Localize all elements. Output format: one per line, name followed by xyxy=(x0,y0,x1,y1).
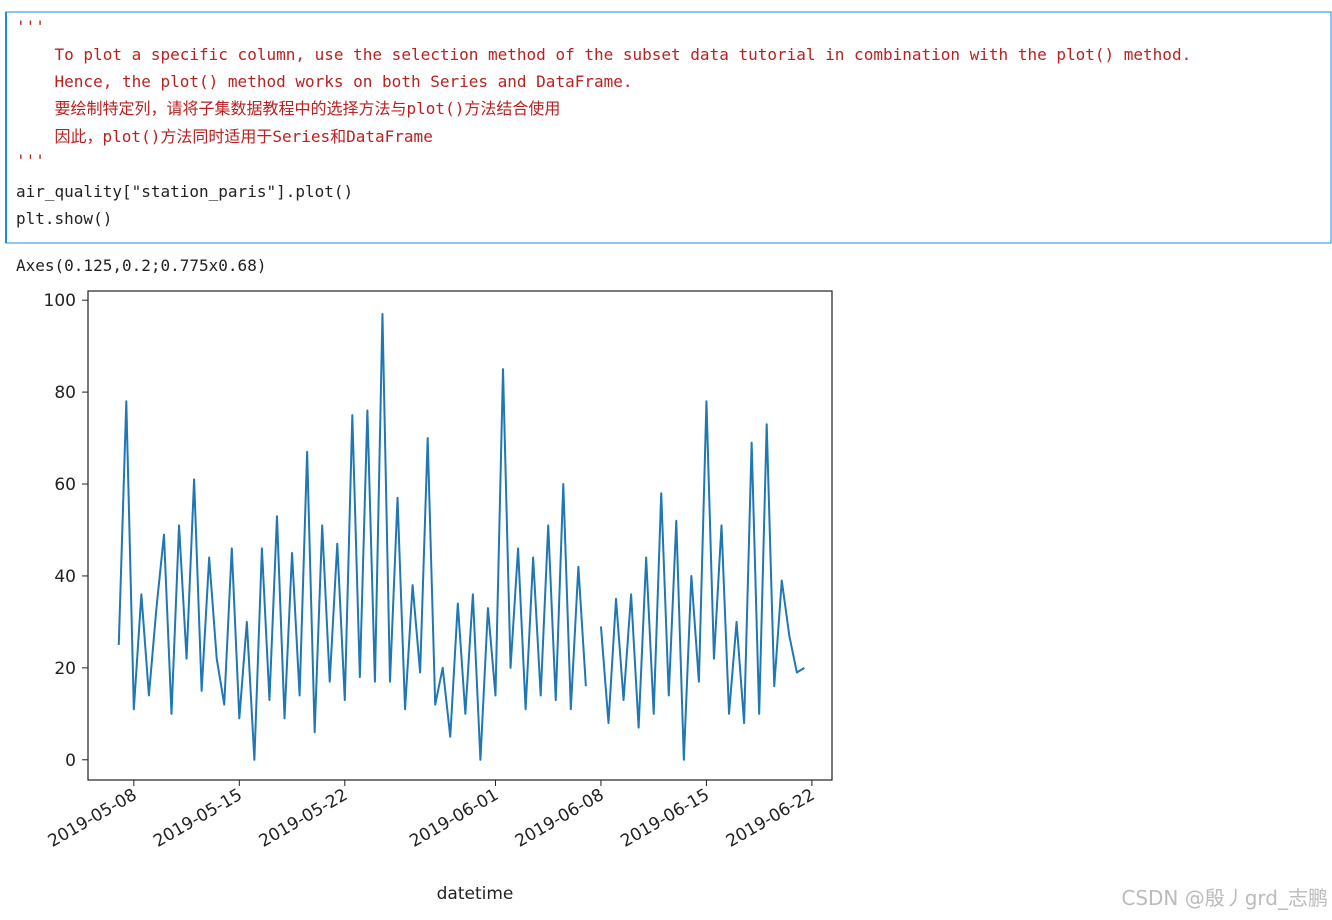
data-line xyxy=(117,312,805,761)
code-line: plt.show() xyxy=(16,209,112,228)
code-line: 因此，plot()方法同时适用于Series和DataFrame xyxy=(16,127,433,146)
output-text: Axes(0.125,0.2;0.775x0.68) xyxy=(16,256,266,275)
code-line: 要绘制特定列，请将子集数据教程中的选择方法与plot()方法结合使用 xyxy=(16,99,560,118)
x-tick-label: 2019-05-15 xyxy=(150,785,246,852)
code-line: air_quality["station_paris"].plot() xyxy=(16,182,353,201)
y-tick-label: 60 xyxy=(54,475,76,495)
x-tick-label: 2019-06-08 xyxy=(512,785,608,852)
x-tick-label: 2019-06-01 xyxy=(406,785,502,852)
y-tick-label: 40 xyxy=(54,567,76,587)
code-line: To plot a specific column, use the selec… xyxy=(16,45,1191,64)
code-lines: ''' To plot a specific column, use the s… xyxy=(16,17,1191,228)
x-tick-label: 2019-06-22 xyxy=(723,785,819,852)
y-tick-label: 20 xyxy=(54,659,76,679)
y-tick-label: 0 xyxy=(65,751,76,771)
code-line: ''' xyxy=(16,17,45,36)
x-axis-label: datetime xyxy=(437,884,514,904)
y-tick-label: 100 xyxy=(44,291,76,311)
cell-indicator xyxy=(5,12,7,243)
code-line: Hence, the plot() method works on both S… xyxy=(16,72,633,91)
chart: 0 20 40 60 80 100 2019-05-08 2019-05-15 2019-05-… xyxy=(44,290,833,904)
axes-frame xyxy=(87,290,833,781)
y-tick-label: 80 xyxy=(54,383,76,403)
x-tick-label: 2019-06-15 xyxy=(617,785,713,852)
watermark: CSDN @殷丿grd_志鹏 xyxy=(1121,886,1328,910)
x-tick-label: 2019-05-08 xyxy=(45,785,141,852)
code-line: ''' xyxy=(16,151,45,170)
x-tick-label: 2019-05-22 xyxy=(256,785,352,852)
code-cell[interactable] xyxy=(5,11,1332,244)
